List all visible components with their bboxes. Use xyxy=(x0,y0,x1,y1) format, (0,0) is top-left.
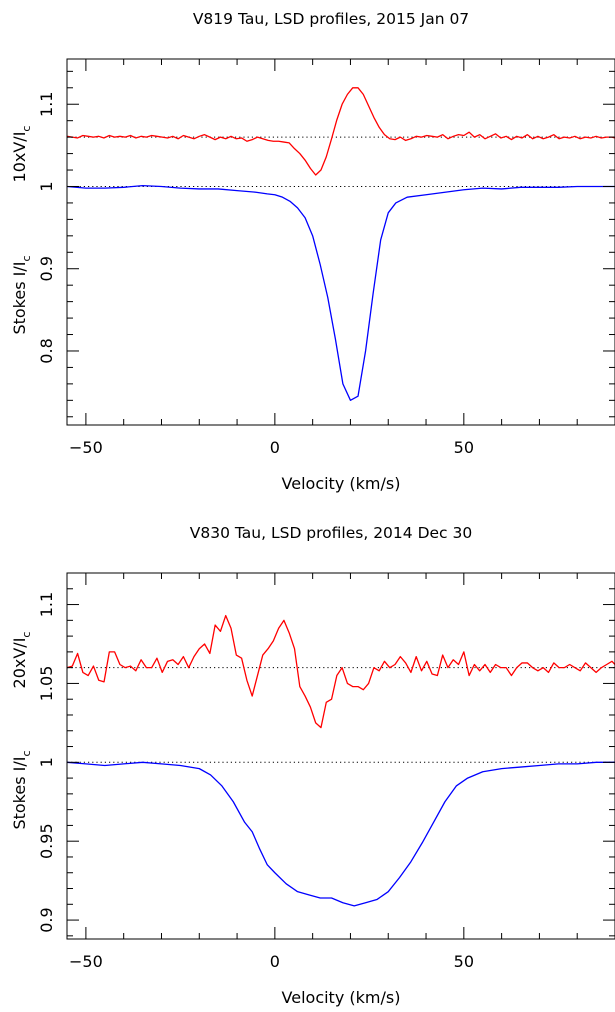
y-tick-label: 1.1 xyxy=(37,92,56,117)
chart-title: V819 Tau, LSD profiles, 2015 Jan 07 xyxy=(193,10,469,28)
y-tick-label: 0.9 xyxy=(37,256,56,281)
chart-title: V830 Tau, LSD profiles, 2014 Dec 30 xyxy=(190,524,472,542)
axis-ticks xyxy=(67,572,615,939)
plot-frame xyxy=(66,58,615,426)
y-tick-labels: 0.9 0.95 1 1.05 1.1 xyxy=(37,592,56,933)
y-tick-label: 0.8 xyxy=(37,338,56,363)
y-tick-label: 1 xyxy=(37,181,56,191)
y-axis-label-upper: 10xV/Ic xyxy=(10,126,33,183)
series-group xyxy=(66,87,615,401)
series-line xyxy=(66,87,615,176)
reference-lines xyxy=(67,136,615,187)
series-group xyxy=(66,614,615,907)
x-axis-label: Velocity (km/s) xyxy=(282,474,401,493)
x-tick-label: −50 xyxy=(69,952,103,971)
chart-panel-bottom: V830 Tau, LSD profiles, 2014 Dec 30 −50 0… xyxy=(10,524,615,1007)
series-line xyxy=(66,614,615,729)
x-tick-label: 50 xyxy=(454,952,474,971)
series-line xyxy=(66,761,615,907)
x-axis-label: Velocity (km/s) xyxy=(282,988,401,1007)
y-tick-label: 1.05 xyxy=(37,666,56,702)
y-axis-label-upper: 20xV/Ic xyxy=(10,632,33,689)
series-line xyxy=(66,185,615,401)
x-tick-labels: −50 0 50 xyxy=(69,438,474,457)
x-tick-label: −50 xyxy=(69,438,103,457)
y-tick-label: 0.95 xyxy=(37,823,56,859)
x-tick-labels: −50 0 50 xyxy=(69,952,474,971)
plot-frame xyxy=(66,572,615,940)
y-axis-label-lower: Stokes I/Ic xyxy=(10,750,33,829)
y-tick-label: 1.1 xyxy=(37,592,56,617)
axis-ticks xyxy=(67,59,615,425)
x-tick-label: 50 xyxy=(454,438,474,457)
y-tick-labels: 0.8 0.9 1 1.1 xyxy=(37,92,56,364)
reference-lines xyxy=(67,667,615,763)
chart-panel-top: V819 Tau, LSD profiles, 2015 Jan 07 −50 0… xyxy=(10,10,615,493)
x-tick-label: 0 xyxy=(270,438,280,457)
y-axis-label-lower: Stokes I/Ic xyxy=(10,255,33,334)
y-tick-label: 1 xyxy=(37,757,56,767)
y-tick-label: 0.9 xyxy=(37,907,56,932)
x-tick-label: 0 xyxy=(270,952,280,971)
